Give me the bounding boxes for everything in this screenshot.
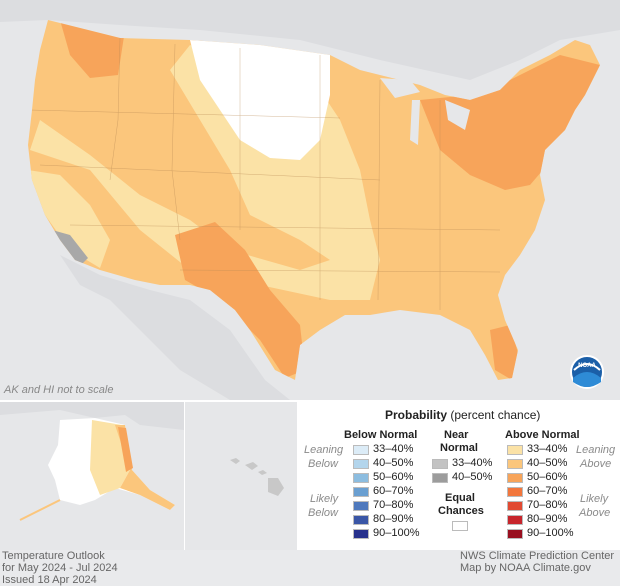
below-normal-swatch — [353, 529, 369, 539]
below-normal-swatch — [353, 515, 369, 525]
leaning-below-1: Leaning — [304, 444, 344, 456]
below-normal-label: 33–40% — [373, 443, 414, 455]
footer-outlook-title: Temperature Outlook — [2, 550, 105, 562]
near-normal-swatch — [432, 459, 448, 469]
above-normal-label: 70–80% — [527, 499, 568, 511]
footer-right: NWS Climate Prediction Center Map by NOA… — [460, 550, 614, 574]
above-normal-swatch — [507, 459, 523, 469]
lake-superior — [380, 78, 420, 98]
above-normal-label: 80–90% — [527, 513, 568, 525]
footer-center: NWS Climate Prediction Center — [460, 550, 615, 562]
likely-above-2: Above — [579, 507, 611, 519]
above-normal-swatch — [507, 445, 523, 455]
likely-below-2: Below — [308, 507, 338, 519]
below-normal-label: 40–50% — [373, 457, 414, 469]
footer-left: Temperature Outlook for May 2024 - Jul 2… — [2, 550, 118, 586]
above-normal-swatch — [507, 515, 523, 525]
footer-issued: Issued 18 Apr 2024 — [2, 574, 97, 586]
below-normal-swatch — [353, 487, 369, 497]
equal-chances-2: Chances — [438, 505, 484, 517]
noaa-logo-text: NOAA — [578, 363, 596, 369]
below-normal-label: 70–80% — [373, 499, 414, 511]
legend-title: Probability (percent chance) — [385, 408, 540, 422]
near-normal-swatch — [432, 473, 448, 483]
above-normal-swatch — [507, 529, 523, 539]
below-normal-header: Below Normal — [344, 429, 418, 441]
lake-michigan — [410, 100, 420, 145]
canada-land — [0, 0, 620, 80]
below-normal-label: 50–60% — [373, 471, 414, 483]
above-normal-label: 90–100% — [527, 527, 574, 539]
equal-chances-1: Equal — [445, 492, 475, 504]
legend-title-rest: (percent chance) — [447, 408, 541, 422]
leaning-above-1: Leaning — [576, 444, 616, 456]
above-normal-swatch — [507, 473, 523, 483]
equal-chances-swatch — [452, 521, 468, 531]
above-normal-label: 33–40% — [527, 443, 568, 455]
noaa-logo — [570, 355, 604, 389]
likely-below-1: Likely — [310, 493, 339, 505]
above-normal-label: 50–60% — [527, 471, 568, 483]
scale-note: AK and HI not to scale — [4, 384, 114, 396]
near-normal-header-1: Near — [444, 429, 469, 441]
footer-period: for May 2024 - Jul 2024 — [2, 562, 118, 574]
leaning-above-2: Above — [580, 458, 612, 470]
below-normal-swatch — [353, 473, 369, 483]
below-normal-label: 90–100% — [373, 527, 420, 539]
below-normal-swatch — [353, 459, 369, 469]
below-normal-swatch — [353, 501, 369, 511]
above-normal-label: 40–50% — [527, 457, 568, 469]
below-normal-label: 60–70% — [373, 485, 414, 497]
likely-above-1: Likely — [580, 493, 609, 505]
leaning-below-2: Below — [308, 458, 338, 470]
legend-title-bold: Probability — [385, 408, 448, 422]
near-normal-label: 33–40% — [452, 457, 493, 469]
hawaii-inset — [185, 402, 297, 550]
legend-panel: Probability (percent chance) Below Norma… — [298, 402, 620, 550]
lake-huron — [445, 100, 470, 130]
above-normal-header: Above Normal — [505, 429, 580, 441]
near-normal-header-2: Normal — [440, 442, 478, 454]
above-normal-label: 60–70% — [527, 485, 568, 497]
footer-credit: Map by NOAA Climate.gov — [460, 562, 591, 574]
below-normal-swatch — [353, 445, 369, 455]
near-normal-label: 40–50% — [452, 471, 493, 483]
above-normal-swatch — [507, 487, 523, 497]
below-normal-label: 80–90% — [373, 513, 414, 525]
alaska-inset — [0, 402, 184, 550]
above-normal-swatch — [507, 501, 523, 511]
mexico-land — [60, 255, 290, 400]
